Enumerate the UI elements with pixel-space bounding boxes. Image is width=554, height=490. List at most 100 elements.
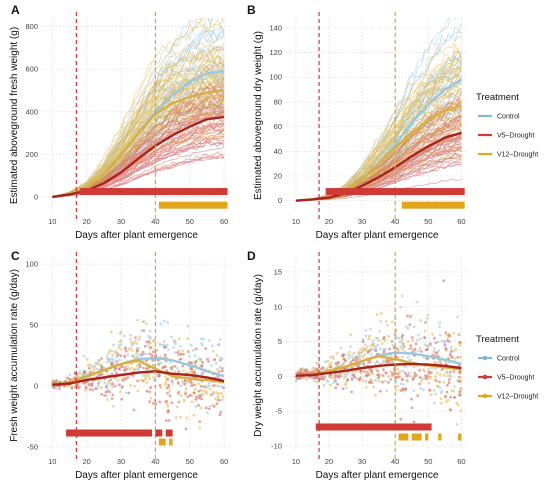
data-point [219,359,222,362]
data-point [447,381,451,385]
x-tick-label: 40 [391,217,399,226]
data-point [370,347,373,351]
data-point [363,353,366,357]
data-point [418,376,422,380]
data-point [118,367,121,371]
data-point [80,373,84,376]
data-point [364,380,368,383]
data-point [213,358,217,361]
data-point [149,341,152,345]
data-point [420,379,423,383]
legend-top: Treatment Control V5–Drought V12–Drought [476,92,538,159]
data-point [103,381,107,385]
data-point [124,391,128,395]
data-point [443,395,447,399]
data-point [375,360,379,363]
data-point [105,355,109,358]
data-point [353,373,356,376]
data-point [326,359,330,363]
y-tick-label: 10 [274,302,282,311]
data-point [446,337,449,340]
data-point [149,386,152,389]
data-point [432,347,436,351]
data-point [438,333,442,337]
data-point [322,367,326,371]
data-point [305,371,309,375]
data-point [428,377,432,380]
data-point [113,376,117,380]
data-point [179,384,183,388]
data-point [382,359,386,362]
data-point [140,353,144,356]
data-point [344,372,348,375]
data-point [438,373,442,376]
data-point [395,347,399,350]
data-point [111,353,114,357]
data-point [379,389,382,393]
data-point [371,342,375,345]
data-point [151,363,155,367]
data-point [116,378,120,382]
data-point [346,378,349,382]
data-point [157,362,160,366]
data-point [175,405,179,409]
significance-bar [66,429,152,437]
data-point [337,361,341,364]
data-point [112,360,116,364]
data-point [369,370,373,374]
data-point [221,395,225,398]
plot-area [294,279,463,426]
data-point [173,351,177,354]
data-point [138,363,142,367]
x-tick-label: 10 [292,217,300,226]
x-tick-label: 20 [325,457,333,466]
data-point [374,347,377,350]
data-point [341,362,345,366]
data-point [389,361,393,364]
data-point [93,367,96,371]
data-point [65,376,68,380]
data-point [364,328,367,332]
data-point [152,363,155,367]
data-point [217,384,221,388]
data-point [97,374,100,378]
data-point [297,371,301,375]
data-point [304,371,308,375]
data-point [458,370,461,374]
data-point [368,380,371,384]
data-point [389,370,392,373]
data-point [433,336,436,340]
panel-letter: B [247,3,256,17]
data-point [449,408,453,412]
data-point [332,357,335,360]
data-point [456,379,460,382]
data-point [135,350,139,354]
data-point [373,378,377,382]
data-point [368,360,372,363]
data-point [439,391,443,395]
data-point [414,342,418,346]
data-point [370,381,374,385]
data-point [119,343,123,347]
data-point [459,379,462,383]
data-point [203,385,206,388]
data-point [334,361,338,365]
data-point [219,359,222,362]
data-point [457,380,460,383]
data-point [423,369,427,373]
data-point [368,367,371,371]
data-point [84,381,87,385]
data-point [315,376,319,379]
legend-title: Treatment [476,334,519,345]
data-point [399,305,403,309]
data-point [298,371,302,374]
data-point [211,349,215,353]
data-point [328,375,332,379]
legend-entry: V12–Drought [497,394,538,401]
x-tick-label: 60 [220,217,228,226]
data-point [334,380,338,384]
data-point [365,373,368,377]
data-point [152,360,156,363]
legend-entry: V12–Drought [497,152,538,159]
data-point [452,385,456,388]
